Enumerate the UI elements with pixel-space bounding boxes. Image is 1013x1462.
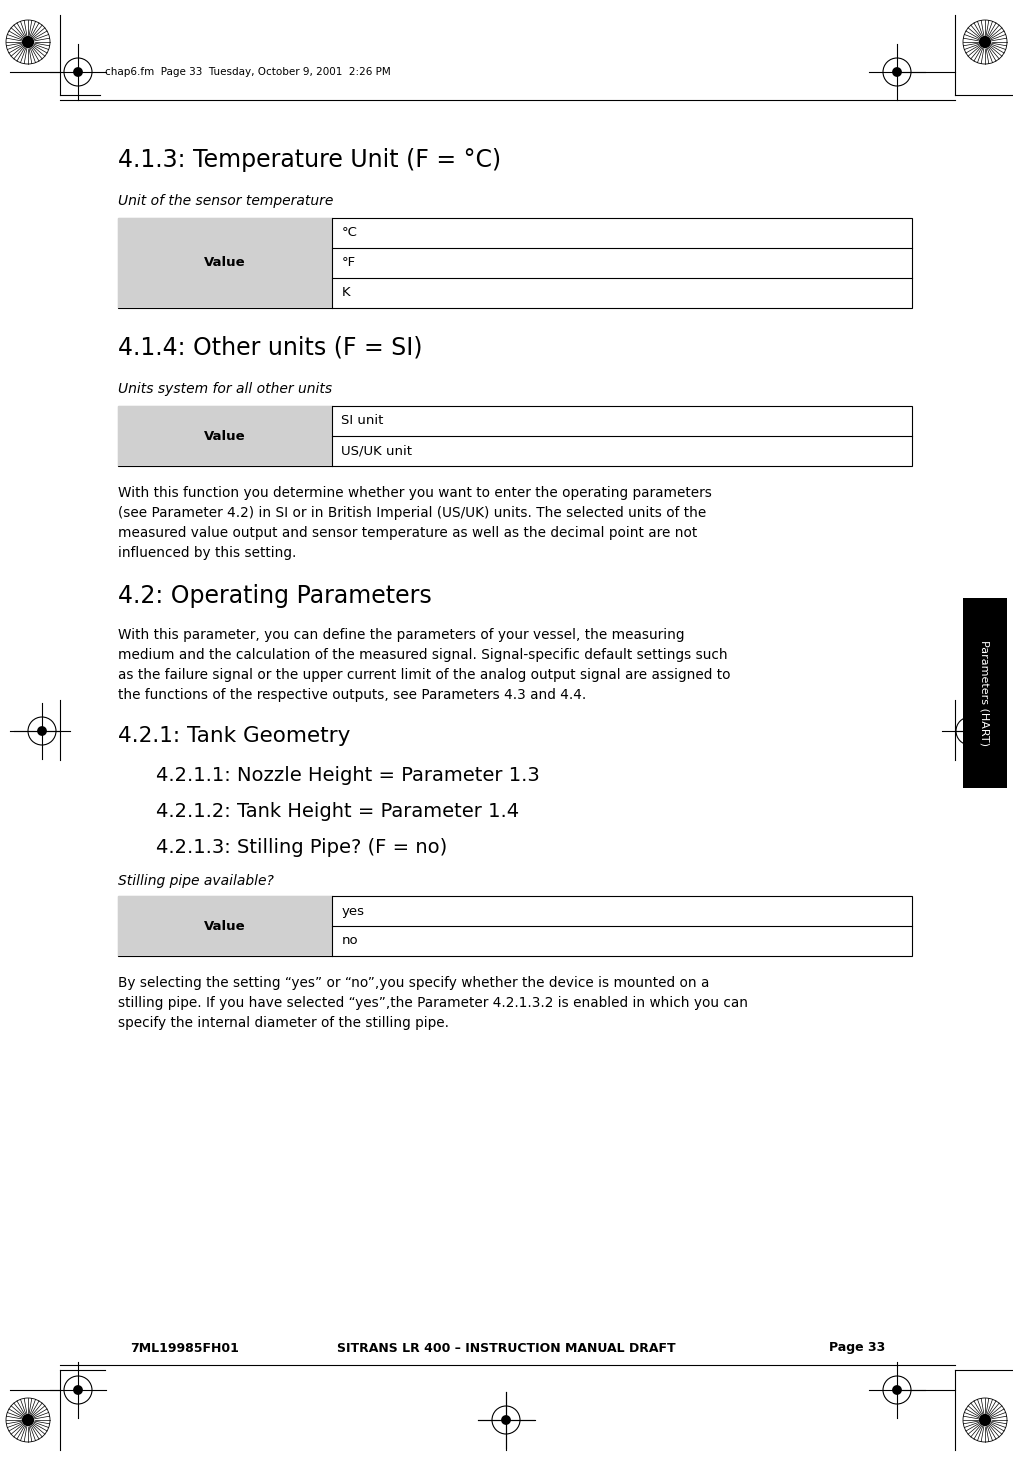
- Text: no: no: [341, 934, 358, 947]
- Circle shape: [892, 67, 902, 77]
- Bar: [118, 218, 332, 308]
- Text: 4.2.1: Tank Geometry: 4.2.1: Tank Geometry: [118, 727, 350, 746]
- Text: specify the internal diameter of the stilling pipe.: specify the internal diameter of the sti…: [118, 1016, 449, 1031]
- Text: With this function you determine whether you want to enter the operating paramet: With this function you determine whether…: [118, 485, 712, 500]
- Text: 4.1.3: Temperature Unit (F = °C): 4.1.3: Temperature Unit (F = °C): [118, 148, 501, 173]
- Circle shape: [501, 1415, 511, 1425]
- Bar: [118, 218, 912, 308]
- Bar: [118, 896, 332, 956]
- Text: K: K: [341, 287, 350, 300]
- Text: 7ML19985FH01: 7ML19985FH01: [130, 1342, 239, 1354]
- Bar: [118, 406, 332, 466]
- Circle shape: [73, 67, 83, 77]
- Text: Value: Value: [205, 256, 246, 269]
- Text: Value: Value: [205, 430, 246, 443]
- Text: stilling pipe. If you have selected “yes”,the Parameter 4.2.1.3.2 is enabled in : stilling pipe. If you have selected “yes…: [118, 996, 748, 1010]
- Text: chap6.fm  Page 33  Tuesday, October 9, 2001  2:26 PM: chap6.fm Page 33 Tuesday, October 9, 200…: [105, 67, 391, 77]
- Text: Parameters (HART): Parameters (HART): [980, 640, 990, 746]
- Text: °F: °F: [341, 256, 356, 269]
- Text: medium and the calculation of the measured signal. Signal-specific default setti: medium and the calculation of the measur…: [118, 648, 727, 662]
- Text: the functions of the respective outputs, see Parameters 4.3 and 4.4.: the functions of the respective outputs,…: [118, 689, 587, 702]
- Text: 4.2.1.3: Stilling Pipe? (F = no): 4.2.1.3: Stilling Pipe? (F = no): [156, 838, 448, 857]
- Text: Units system for all other units: Units system for all other units: [118, 382, 332, 396]
- Bar: [963, 598, 1007, 788]
- Text: influenced by this setting.: influenced by this setting.: [118, 545, 297, 560]
- Text: 4.2.1.2: Tank Height = Parameter 1.4: 4.2.1.2: Tank Height = Parameter 1.4: [156, 803, 519, 822]
- Text: With this parameter, you can define the parameters of your vessel, the measuring: With this parameter, you can define the …: [118, 629, 685, 642]
- Circle shape: [22, 1414, 34, 1425]
- Text: °C: °C: [341, 227, 358, 240]
- Text: 4.1.4: Other units (F = SI): 4.1.4: Other units (F = SI): [118, 336, 422, 360]
- Text: SI unit: SI unit: [341, 415, 384, 427]
- Circle shape: [892, 1385, 902, 1395]
- Circle shape: [965, 727, 975, 735]
- Text: as the failure signal or the upper current limit of the analog output signal are: as the failure signal or the upper curre…: [118, 668, 730, 681]
- Circle shape: [22, 37, 34, 48]
- Text: yes: yes: [341, 905, 365, 918]
- Text: (see Parameter 4.2) in SI or in British Imperial (US/UK) units. The selected uni: (see Parameter 4.2) in SI or in British …: [118, 506, 706, 520]
- Text: SITRANS LR 400 – INSTRUCTION MANUAL DRAFT: SITRANS LR 400 – INSTRUCTION MANUAL DRAF…: [336, 1342, 676, 1354]
- Text: Page 33: Page 33: [829, 1342, 885, 1354]
- Circle shape: [979, 1414, 991, 1425]
- Bar: [118, 406, 912, 466]
- Text: Unit of the sensor temperature: Unit of the sensor temperature: [118, 194, 333, 208]
- Text: Stilling pipe available?: Stilling pipe available?: [118, 874, 274, 887]
- Text: 4.2: Operating Parameters: 4.2: Operating Parameters: [118, 583, 432, 608]
- Text: Value: Value: [205, 920, 246, 933]
- Text: By selecting the setting “yes” or “no”,you specify whether the device is mounted: By selecting the setting “yes” or “no”,y…: [118, 977, 709, 990]
- Text: measured value output and sensor temperature as well as the decimal point are no: measured value output and sensor tempera…: [118, 526, 697, 539]
- Circle shape: [73, 1385, 83, 1395]
- Circle shape: [37, 727, 47, 735]
- Bar: [118, 896, 912, 956]
- Circle shape: [979, 37, 991, 48]
- Text: 4.2.1.1: Nozzle Height = Parameter 1.3: 4.2.1.1: Nozzle Height = Parameter 1.3: [156, 766, 540, 785]
- Text: US/UK unit: US/UK unit: [341, 444, 412, 458]
